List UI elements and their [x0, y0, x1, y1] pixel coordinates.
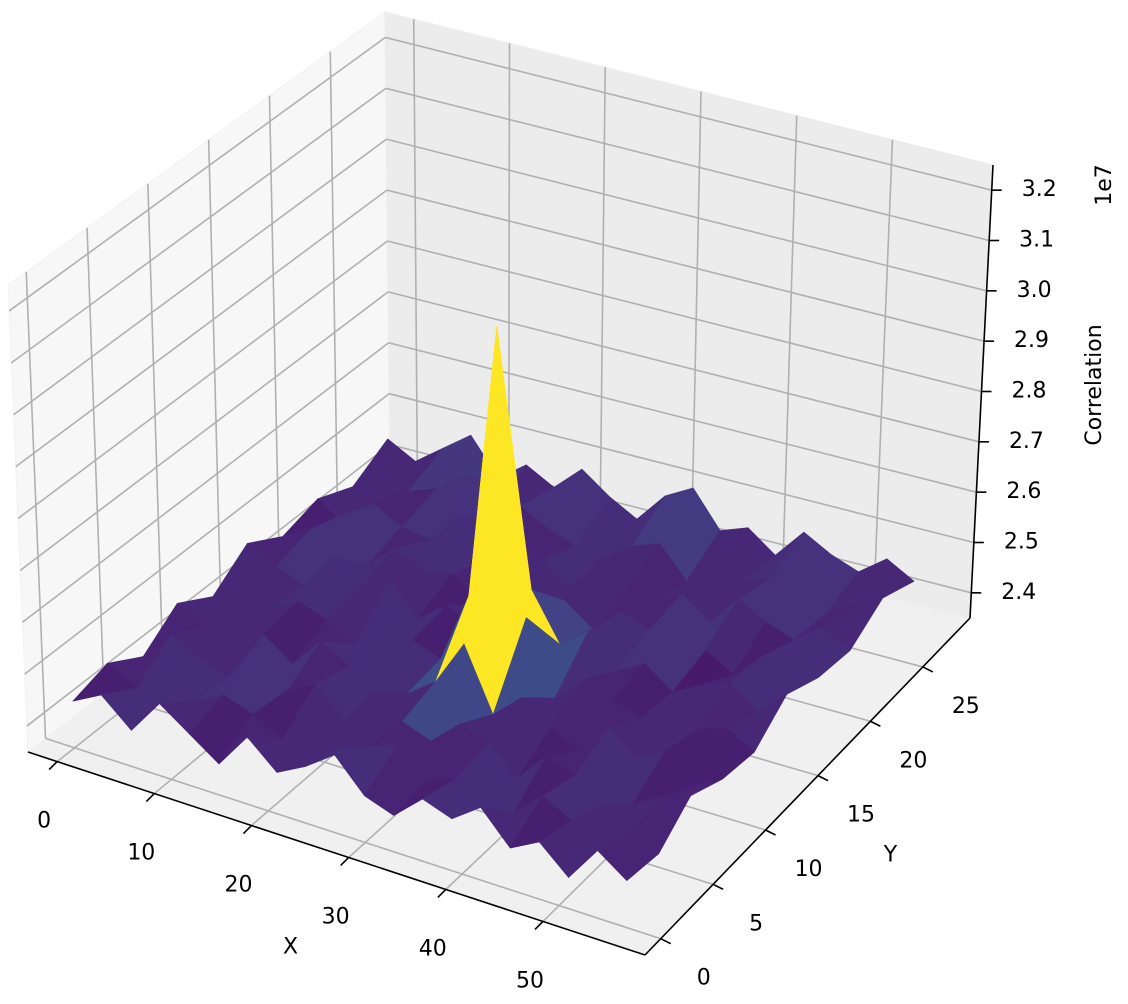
grid-line	[19, 291, 389, 572]
surface-face	[597, 833, 660, 882]
x-tick-label: 50	[516, 968, 544, 993]
z-tick-label: 3.2	[1022, 177, 1057, 202]
grid-line	[15, 189, 388, 468]
grid-line	[13, 138, 387, 416]
x-tick	[242, 824, 253, 835]
y-tick-label: 20	[899, 748, 927, 773]
x-tick-label: 40	[419, 936, 447, 961]
y-tick	[712, 883, 724, 891]
x-tick	[145, 792, 155, 803]
grid-line	[386, 189, 985, 342]
y-axis-line	[644, 617, 971, 956]
z-tick-label: 2.4	[1001, 580, 1036, 605]
grid-line	[21, 342, 390, 623]
axes: 0 10 20 30 40 50 0 5 10 15 20 25 2.4 2.5 2.6 2.7 2.8 2.9 3…	[27, 164, 1057, 993]
z-tick-label: 2.6	[1006, 479, 1041, 504]
grid-line	[386, 138, 987, 292]
grid-line	[8, 36, 386, 312]
z-tick-label: 2.7	[1009, 429, 1044, 454]
y-tick	[870, 720, 881, 727]
grid-line	[387, 291, 980, 443]
z-tick-label: 2.5	[1004, 530, 1039, 555]
grid-line	[385, 87, 990, 242]
grid-line	[388, 342, 977, 493]
y-tick-label: 10	[795, 857, 823, 882]
y-tick	[922, 666, 934, 673]
z-tick-label: 2.8	[1012, 379, 1047, 404]
x-tick	[437, 888, 447, 899]
z-axis-label: Correlation	[1082, 324, 1107, 445]
y-axis-label: Y	[883, 843, 898, 868]
y-tick-label: 5	[749, 911, 763, 936]
offset-label: 1e7	[1092, 164, 1117, 206]
y-tick-label: 25	[952, 694, 980, 719]
surface	[72, 325, 915, 882]
y-tick-label: 15	[847, 803, 875, 828]
x-tick-label: 30	[322, 904, 350, 929]
x-tick-label: 10	[127, 841, 155, 866]
y-tick-label: 0	[697, 966, 711, 991]
grid-line	[388, 392, 975, 544]
z-tick-label: 2.9	[1014, 328, 1049, 353]
grid-line	[24, 393, 390, 675]
x-tick	[340, 856, 350, 867]
grid-line	[387, 240, 982, 393]
z-tick-label: 3.0	[1017, 278, 1052, 303]
x-tick-label: 20	[224, 873, 252, 898]
x-tick-label: 0	[37, 809, 51, 834]
x-tick	[48, 761, 58, 771]
grid-line	[10, 87, 387, 364]
y-tick	[817, 774, 829, 782]
x-axis-label: X	[283, 935, 298, 960]
z-tick-label: 3.1	[1019, 228, 1054, 253]
grid-line	[45, 737, 661, 940]
grid-line	[385, 36, 992, 191]
y-tick	[660, 937, 672, 945]
x-tick	[534, 920, 544, 930]
grid-line	[17, 240, 388, 520]
grid-line	[26, 443, 391, 727]
y-tick	[765, 829, 776, 836]
